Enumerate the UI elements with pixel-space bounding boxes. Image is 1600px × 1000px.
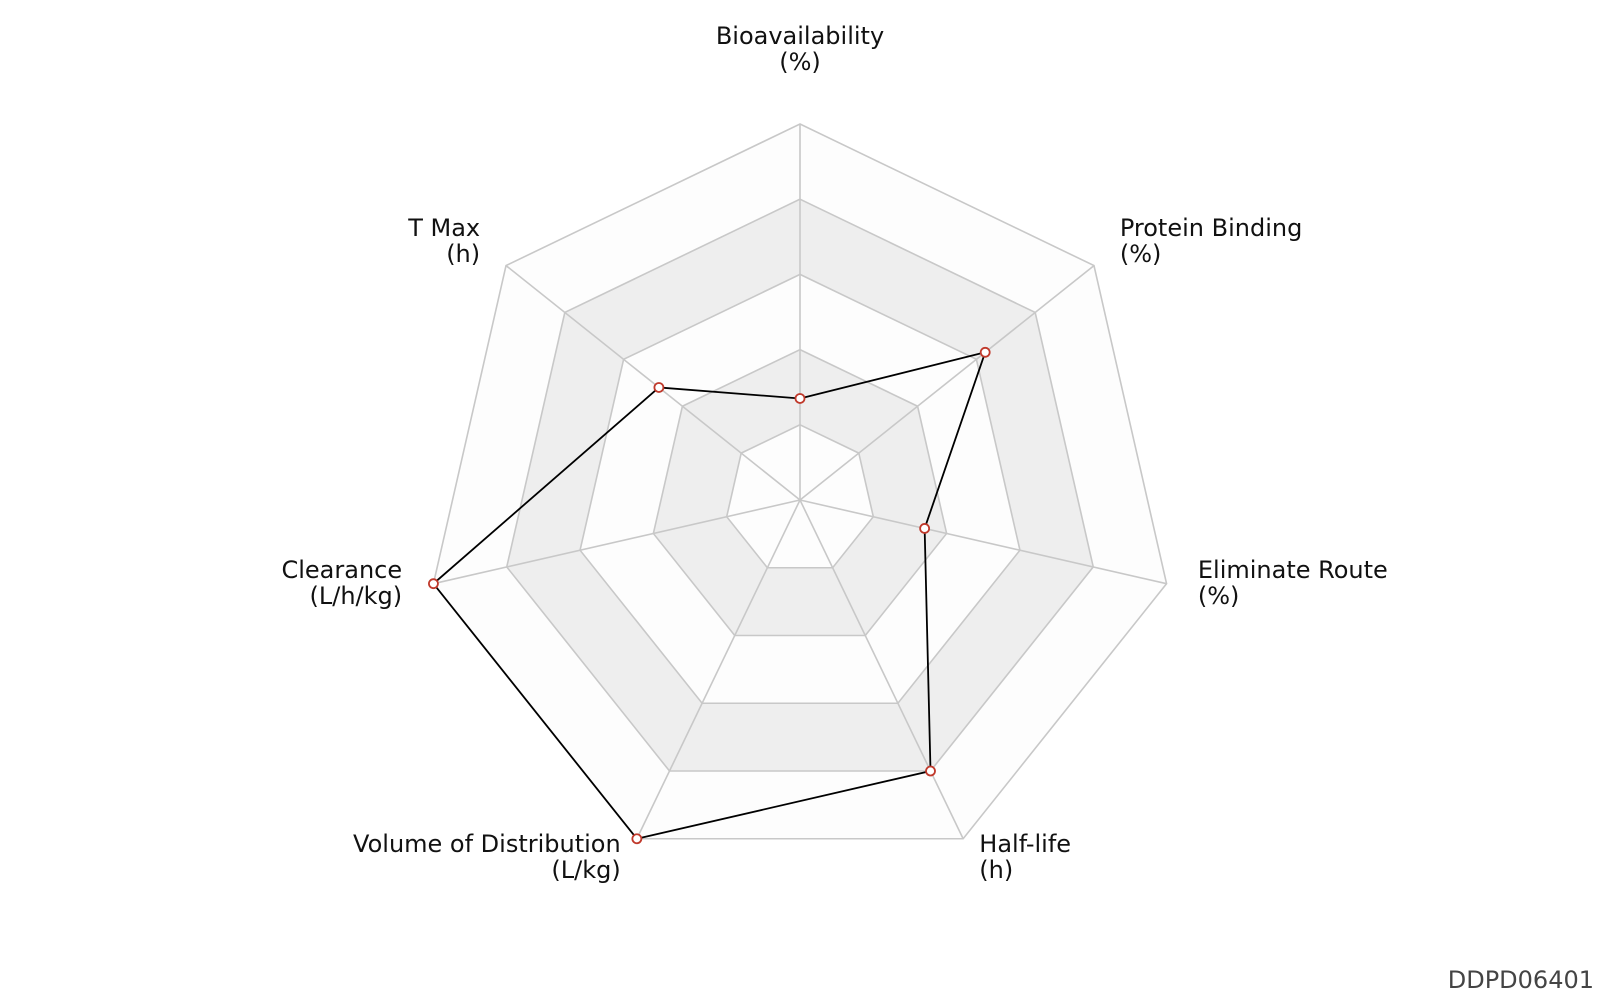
axis-label-name: Clearance — [281, 556, 402, 584]
radar-point-4 — [631, 833, 643, 845]
radar-spoke-6 — [505, 264, 801, 501]
radar-point-3 — [925, 765, 936, 777]
axis-label-1: Protein Binding (%) — [1120, 214, 1302, 268]
radar-spokes — [433, 124, 1167, 840]
axis-label-0: Bioavailability (%) — [716, 22, 884, 76]
radar-axis-labels: Bioavailability (%)Protein Binding (%)Elim… — [281, 22, 1387, 884]
radar-spoke-2 — [799, 499, 1167, 585]
radar-point-0 — [794, 393, 806, 404]
axis-label-3: Half-life (h) — [979, 830, 1071, 884]
axis-label-name: Eliminate Route — [1198, 556, 1388, 584]
radar-series — [428, 346, 991, 845]
axis-label-2: Eliminate Route (%) — [1198, 556, 1388, 610]
radar-spoke-5 — [433, 499, 801, 585]
radar-point-5 — [428, 578, 439, 590]
watermark-id: DDPD06401 — [1447, 966, 1594, 994]
axis-label-unit: (h) — [979, 856, 1013, 884]
radar-spoke-1 — [799, 264, 1095, 501]
axis-label-name: Protein Binding — [1120, 214, 1302, 242]
axis-label-5: Clearance (L/h/kg) — [281, 556, 402, 610]
axis-label-name: Half-life — [979, 830, 1071, 858]
axis-label-unit: (L/kg) — [551, 856, 620, 884]
radar-point-6 — [653, 382, 665, 393]
axis-label-4: Volume of Distribution (L/kg) — [353, 830, 621, 884]
axis-label-name: Bioavailability — [716, 22, 884, 50]
radar-series-line-0 — [432, 351, 987, 840]
radar-point-2 — [919, 523, 931, 534]
radar-spoke-4 — [636, 499, 801, 840]
axis-label-unit: (L/h/kg) — [310, 582, 403, 610]
axis-label-unit: (h) — [446, 240, 480, 268]
axis-label-6: T Max (h) — [407, 214, 480, 268]
axis-label-unit: (%) — [1120, 240, 1162, 268]
axis-label-unit: (%) — [779, 48, 821, 76]
radar-spoke-3 — [799, 499, 964, 840]
radar-point-1 — [979, 346, 991, 358]
axis-label-unit: (%) — [1198, 582, 1240, 610]
axis-label-name: T Max — [407, 214, 480, 242]
axis-label-name: Volume of Distribution — [353, 830, 621, 858]
